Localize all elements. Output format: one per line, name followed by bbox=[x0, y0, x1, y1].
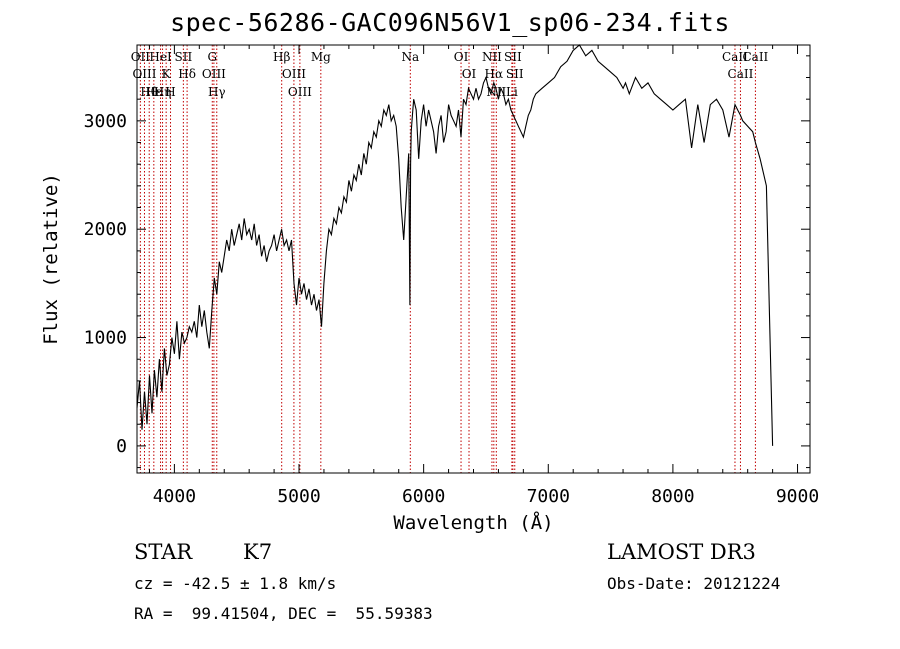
x-tick-label-4: 8000 bbox=[651, 486, 694, 507]
reference-line-label-13: Hβ bbox=[273, 50, 290, 64]
spectrum-series bbox=[136, 44, 774, 446]
reference-line-label-23: Li bbox=[506, 85, 518, 99]
x-axis-label: Wavelength (Å) bbox=[393, 511, 553, 534]
reference-line-label-18: OI bbox=[454, 50, 469, 64]
reference-line-label-20: Hα bbox=[485, 67, 504, 81]
reference-line-label-7: H bbox=[165, 85, 175, 99]
reference-line-label-9: Hδ bbox=[178, 67, 196, 81]
spectrum-line bbox=[136, 44, 774, 446]
reference-line-label-10: OIII bbox=[202, 67, 226, 81]
reference-line-label-2: OIII bbox=[132, 67, 156, 81]
reference-line-label-0: Hθ bbox=[140, 85, 158, 99]
y-tick-label-3: 3000 bbox=[84, 111, 127, 132]
reference-line-label-27: CaII bbox=[728, 67, 754, 81]
reference-line-label-28: CaII bbox=[742, 50, 768, 64]
coordinates: RA = 99.41504, DEC = 55.59383 bbox=[134, 604, 433, 623]
reference-line-label-3: Hε bbox=[145, 85, 162, 99]
object-subclass: K7 bbox=[243, 540, 273, 564]
reference-line-label-6: K bbox=[162, 67, 172, 81]
x-tick-label-0: 4000 bbox=[153, 486, 196, 507]
x-tick-label-5: 9000 bbox=[776, 486, 819, 507]
observation-date: Obs-Date: 20121224 bbox=[607, 574, 781, 593]
axis-ticks: 4000 5000 6000 7000 8000 9000 0 1000 2000 3000 bbox=[84, 45, 819, 507]
reference-lines bbox=[139, 45, 756, 473]
x-tick-label-2: 6000 bbox=[402, 486, 445, 507]
survey-name: LAMOST DR3 bbox=[607, 540, 756, 564]
reference-line-label-8: SII bbox=[175, 50, 193, 64]
reference-line-label-19: OI bbox=[462, 67, 477, 81]
reference-line-label-4: HeI bbox=[149, 50, 172, 64]
x-tick-label-3: 7000 bbox=[527, 486, 570, 507]
reference-line-label-16: Mg bbox=[311, 50, 331, 64]
reference-line-label-26: CaII bbox=[722, 50, 748, 64]
reference-line-label-14: OIII bbox=[282, 67, 306, 81]
y-tick-label-2: 2000 bbox=[84, 219, 127, 240]
reference-line-label-11: Hγ bbox=[208, 85, 226, 99]
reference-line-label-25: SII bbox=[506, 67, 524, 81]
reference-line-label-22: NII bbox=[486, 85, 506, 99]
reference-line-label-15: OIII bbox=[288, 85, 312, 99]
chart-title: spec-56286-GAC096N56V1_sp06-234.fits bbox=[170, 8, 730, 37]
y-tick-label-0: 0 bbox=[116, 436, 127, 457]
reference-line-label-12: G bbox=[207, 50, 217, 64]
x-tick-label-1: 5000 bbox=[277, 486, 320, 507]
reference-line-label-17: Na bbox=[401, 50, 419, 64]
redshift-velocity: cz = -42.5 ± 1.8 km/s bbox=[134, 574, 337, 593]
reference-line-label-24: SII bbox=[504, 50, 522, 64]
y-axis-label: Flux (relative) bbox=[40, 173, 62, 345]
reference-line-label-21: NII bbox=[482, 50, 502, 64]
y-tick-label-1: 1000 bbox=[84, 328, 127, 349]
object-class: STAR bbox=[134, 540, 193, 564]
reference-line-label-1: OII bbox=[131, 50, 151, 64]
reference-line-label-5: Hη bbox=[154, 85, 172, 99]
